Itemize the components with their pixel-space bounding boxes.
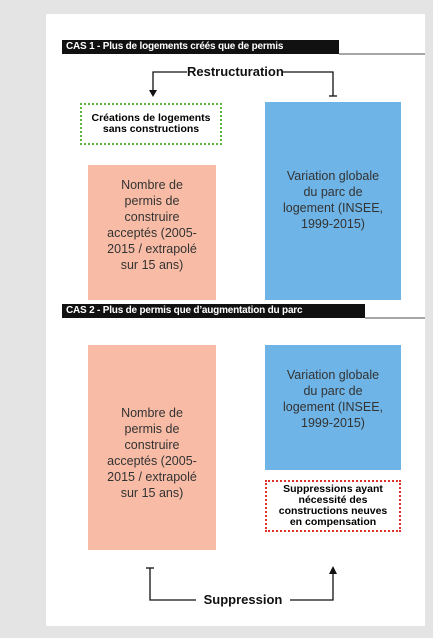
case-title: CAS 1 - Plus de logements créés que de p… <box>62 40 339 54</box>
arrow <box>152 71 187 92</box>
line <box>283 71 334 96</box>
right-box: Variation globale du parc de logement (I… <box>265 102 401 300</box>
case-title: CAS 2 - Plus de permis que d’augmentatio… <box>62 304 365 318</box>
right-box: Variation globale du parc de logement (I… <box>265 345 401 470</box>
arrowhead <box>329 566 337 574</box>
arrow <box>290 572 334 601</box>
arrowhead <box>149 90 157 97</box>
left-box: Nombre de permis de construire acceptés … <box>88 165 216 300</box>
left-box: Nombre de permis de construire acceptés … <box>88 345 216 550</box>
dotted-box: Suppressions ayant nécessité des constru… <box>265 480 401 532</box>
line <box>149 568 196 601</box>
dotted-box: Créations de logements sans construction… <box>80 103 222 145</box>
arrow-label: Suppression <box>203 592 283 607</box>
arrow-label: Restructuration <box>187 64 284 79</box>
